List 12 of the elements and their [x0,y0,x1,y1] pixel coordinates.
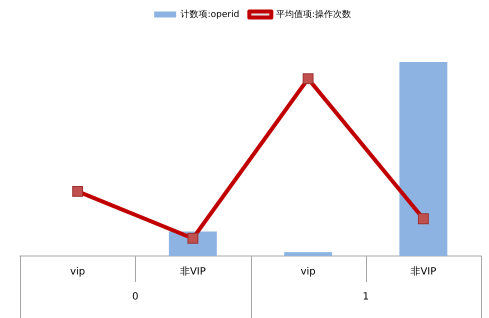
point [418,213,429,224]
x-tick-label: vip [70,266,86,278]
x-tick-label: 非VIP [410,266,436,278]
point [187,232,198,244]
text: 0 [132,292,138,303]
legend-label: 计数项:operid [180,8,240,20]
x-tick-label: 非VIP [180,266,206,278]
legend-label: 平均值项:操作次数 [276,8,351,20]
point [72,186,84,197]
text: 1 [362,292,369,303]
point [302,73,314,84]
x-tick-label: vip [300,266,316,278]
